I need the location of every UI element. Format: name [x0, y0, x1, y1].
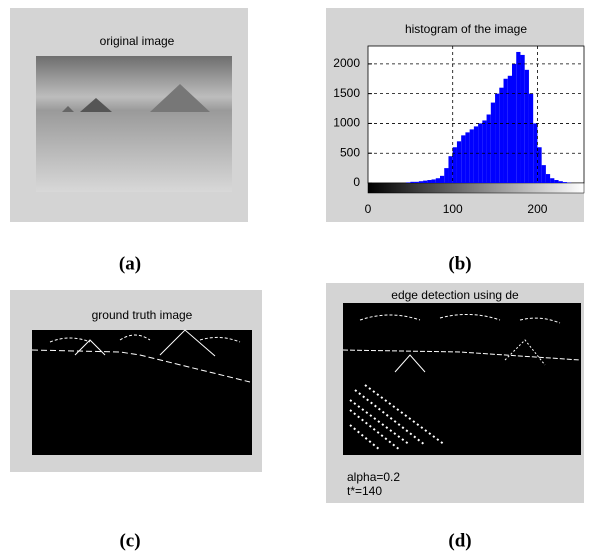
bar	[499, 87, 504, 183]
bar	[520, 54, 525, 183]
photo	[36, 56, 232, 192]
bar	[482, 120, 487, 183]
x-tick-label: 0	[365, 202, 372, 216]
bar	[461, 135, 466, 183]
panel-title: original image	[100, 34, 175, 48]
bar	[473, 126, 479, 183]
bar	[490, 102, 496, 183]
panel-title: ground truth image	[92, 308, 193, 322]
y-tick-label: 500	[340, 145, 360, 159]
panel-label: (c)	[119, 530, 140, 551]
bar	[550, 178, 555, 183]
edges	[31, 329, 251, 383]
bar	[478, 123, 483, 183]
bar	[406, 182, 411, 183]
y-tick-label: 1500	[333, 86, 360, 100]
colorbar	[367, 182, 585, 194]
bar	[516, 51, 521, 184]
bar	[427, 180, 432, 183]
y-tick-label: 1000	[333, 116, 360, 130]
histogram: 0 500 1000 1500 2000 0 100 200	[333, 46, 584, 216]
bar	[431, 179, 436, 183]
edges	[342, 314, 581, 451]
panel-title: edge detection using de	[391, 288, 519, 302]
edge-image	[343, 303, 581, 455]
bar	[469, 129, 474, 183]
bar	[562, 182, 568, 183]
x-tick-label: 200	[527, 202, 547, 216]
pyramid	[150, 84, 210, 112]
bar	[541, 165, 546, 183]
bar	[414, 181, 419, 183]
edge-image	[32, 330, 252, 455]
y-tick-label: 2000	[333, 56, 360, 70]
bar	[537, 147, 542, 183]
bar	[558, 181, 563, 183]
bar	[507, 75, 512, 183]
bar	[423, 180, 428, 183]
bar	[440, 175, 445, 183]
note: alpha=0.2	[347, 470, 400, 484]
panel-label: (a)	[119, 253, 141, 274]
bar	[448, 156, 453, 183]
x-tick-label: 100	[443, 202, 463, 216]
pyramid	[80, 98, 112, 112]
pyramid	[62, 106, 74, 112]
panel-label: (d)	[448, 530, 471, 551]
bar	[528, 93, 534, 183]
panel-label: (b)	[448, 253, 471, 274]
bar	[456, 141, 462, 183]
bar	[503, 78, 508, 183]
bar	[410, 181, 415, 183]
bar	[486, 114, 491, 183]
bar	[545, 174, 551, 183]
bar	[418, 181, 424, 183]
bar	[495, 93, 500, 183]
y-tick-label: 0	[353, 175, 360, 189]
note: t*=140	[347, 484, 382, 498]
bar	[435, 178, 440, 183]
bar	[444, 168, 449, 183]
bar	[533, 123, 538, 183]
bar	[524, 69, 529, 183]
bar	[452, 147, 457, 183]
bar	[554, 180, 559, 183]
bar	[465, 132, 470, 183]
chart-title: histogram of the image	[405, 22, 527, 36]
